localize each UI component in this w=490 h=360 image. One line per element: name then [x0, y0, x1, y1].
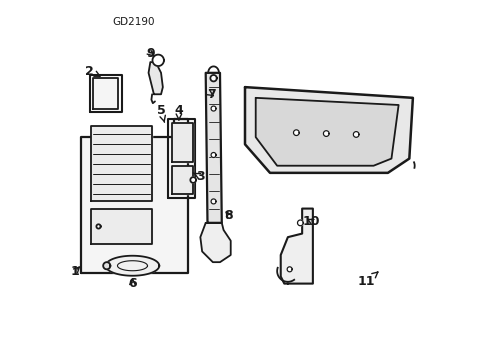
Polygon shape — [81, 119, 188, 273]
Polygon shape — [90, 75, 122, 112]
Text: 2: 2 — [85, 64, 100, 77]
Text: 8: 8 — [224, 209, 233, 222]
Polygon shape — [93, 78, 118, 109]
Polygon shape — [287, 267, 292, 272]
Polygon shape — [97, 224, 100, 229]
Polygon shape — [152, 55, 164, 66]
Polygon shape — [294, 130, 299, 135]
Text: 3: 3 — [193, 170, 205, 183]
Text: 9: 9 — [146, 47, 155, 60]
Text: 7: 7 — [207, 88, 216, 101]
Polygon shape — [245, 87, 413, 173]
Text: 4: 4 — [174, 104, 183, 120]
Polygon shape — [297, 220, 303, 226]
Text: GD2190: GD2190 — [113, 18, 155, 27]
Text: 6: 6 — [128, 277, 137, 290]
Polygon shape — [172, 166, 193, 194]
Text: 10: 10 — [302, 215, 320, 228]
Polygon shape — [190, 177, 196, 183]
Polygon shape — [92, 208, 152, 244]
Text: 1: 1 — [71, 265, 80, 278]
Polygon shape — [148, 62, 163, 94]
Text: 5: 5 — [157, 104, 166, 122]
Polygon shape — [103, 262, 110, 269]
Polygon shape — [106, 256, 159, 276]
Polygon shape — [172, 123, 193, 162]
Polygon shape — [206, 73, 222, 223]
Polygon shape — [211, 199, 216, 204]
Polygon shape — [353, 132, 359, 137]
Text: 11: 11 — [358, 272, 378, 288]
Polygon shape — [168, 119, 195, 198]
Polygon shape — [211, 153, 216, 157]
Polygon shape — [281, 208, 313, 284]
Polygon shape — [210, 75, 217, 81]
Polygon shape — [323, 131, 329, 136]
Polygon shape — [211, 106, 216, 111]
Polygon shape — [200, 223, 231, 262]
Polygon shape — [256, 98, 398, 166]
Polygon shape — [92, 126, 152, 202]
